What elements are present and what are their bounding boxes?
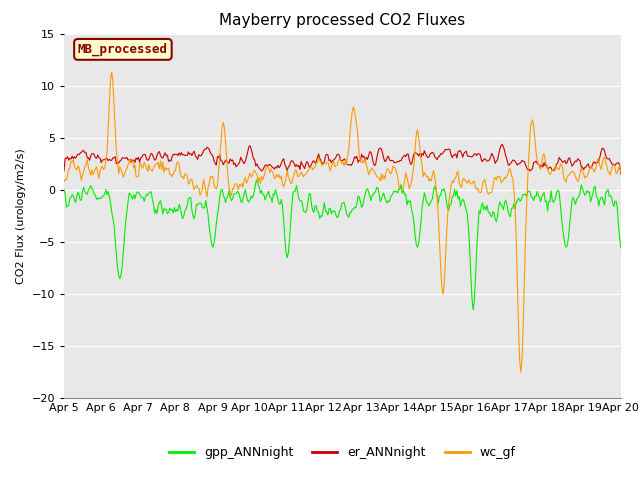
wc_gf [234,186,242,192]
Title: Mayberry processed CO2 Fluxes: Mayberry processed CO2 Fluxes [220,13,465,28]
gpp_ANNnight [617,245,625,251]
er_ANNnight [617,171,625,177]
gpp_ANNnight [253,177,261,182]
wc_gf [617,170,625,176]
wc_gf [568,168,576,174]
gpp_ANNnight [60,187,68,193]
wc_gf [399,184,407,190]
Line: gpp_ANNnight: gpp_ANNnight [64,180,621,310]
Line: wc_gf: wc_gf [64,72,621,372]
er_ANNnight [372,162,380,168]
er_ANNnight [234,163,241,168]
er_ANNnight [399,155,406,160]
wc_gf [296,172,304,178]
gpp_ANNnight [472,275,479,280]
wc_gf [60,179,68,185]
Line: er_ANNnight: er_ANNnight [64,144,621,174]
er_ANNnight [60,168,68,174]
er_ANNnight [567,159,575,165]
er_ANNnight [469,153,477,159]
gpp_ANNnight [234,189,241,194]
Legend: gpp_ANNnight, er_ANNnight, wc_gf: gpp_ANNnight, er_ANNnight, wc_gf [164,441,520,464]
er_ANNnight [295,163,303,168]
wc_gf [517,370,525,375]
Text: MB_processed: MB_processed [78,43,168,56]
gpp_ANNnight [469,307,477,312]
wc_gf [373,174,381,180]
wc_gf [108,69,115,75]
gpp_ANNnight [568,197,576,203]
gpp_ANNnight [399,188,407,193]
er_ANNnight [499,142,506,147]
gpp_ANNnight [296,198,304,204]
gpp_ANNnight [373,184,381,190]
wc_gf [470,178,478,184]
Y-axis label: CO2 Flux (urology/m2/s): CO2 Flux (urology/m2/s) [16,148,26,284]
